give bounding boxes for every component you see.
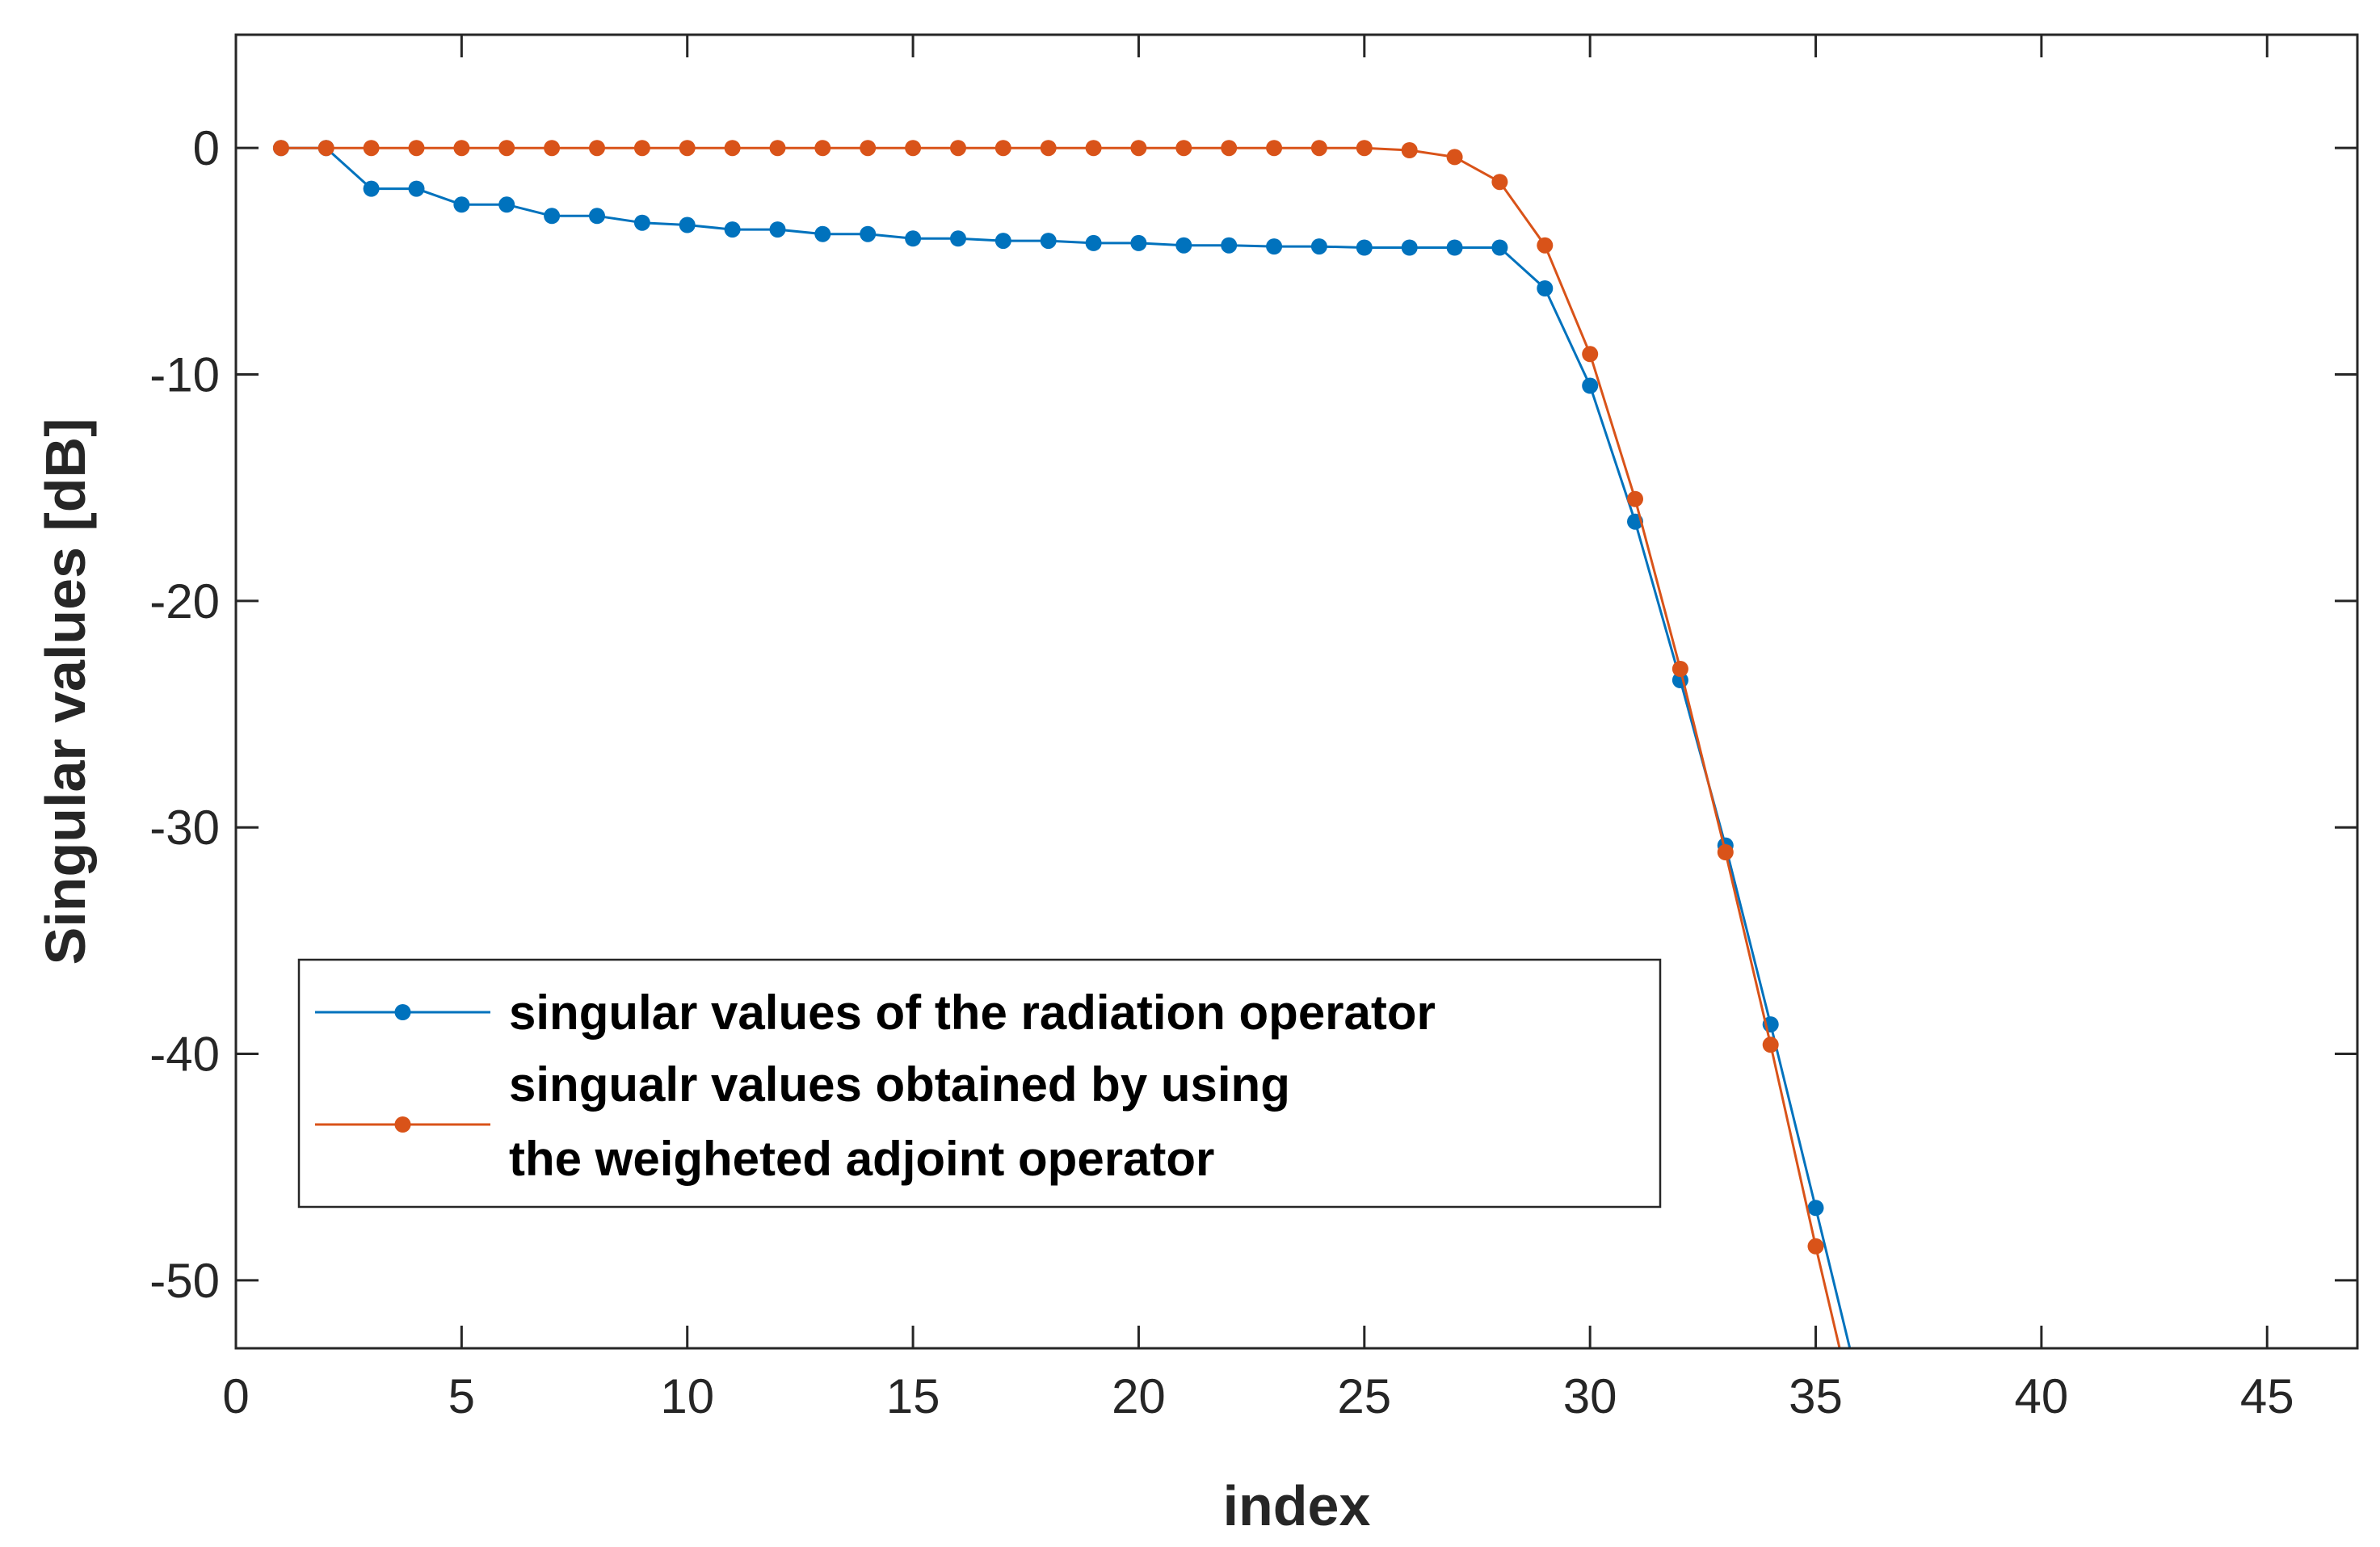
series-2-point xyxy=(272,140,289,157)
series-2-point xyxy=(1401,142,1418,158)
legend-label-series-2: singualr values obtained by using xyxy=(509,1057,1290,1112)
series-2-point xyxy=(1627,490,1643,507)
series-1-point xyxy=(544,208,561,225)
x-tick-label: 40 xyxy=(2015,1369,2069,1423)
series-2-point xyxy=(453,140,470,157)
legend-marker-series-2 xyxy=(394,1116,411,1133)
series-1-point xyxy=(950,230,966,247)
series-1-point xyxy=(724,221,741,238)
series-2-point xyxy=(1085,140,1102,157)
x-tick-label: 30 xyxy=(1563,1369,1617,1423)
legend-label-series-1: singular values of the radiation operato… xyxy=(509,986,1436,1040)
series-2-point xyxy=(1310,140,1327,157)
x-tick-label: 10 xyxy=(660,1369,714,1423)
series-1-point xyxy=(589,208,605,225)
series-1-point xyxy=(1356,239,1373,256)
y-tick-label: 0 xyxy=(193,121,220,175)
series-1-point xyxy=(633,214,650,231)
tick-layer: 0 5 10 15 20 25 30 35 40 45 0 -10 -20 -30 -40 -50 xyxy=(149,35,2357,1423)
series-2-point xyxy=(905,140,922,157)
series-1-point xyxy=(363,180,380,197)
series-1-point xyxy=(1537,280,1554,296)
series-2-point xyxy=(544,140,561,157)
series-1-point xyxy=(814,225,831,242)
series-1-point xyxy=(1040,233,1057,250)
series-2-point xyxy=(1671,661,1688,677)
series-1-point xyxy=(1221,237,1238,254)
series-1-point xyxy=(905,230,922,247)
series-1-point xyxy=(1310,238,1327,255)
series-1-point xyxy=(1085,234,1102,251)
series-1-point xyxy=(1807,1200,1824,1217)
series-1-point xyxy=(498,196,515,213)
series-1-point xyxy=(453,196,470,213)
y-tick-label: -50 xyxy=(149,1254,220,1308)
series-2-point xyxy=(1491,174,1508,191)
x-tick-label: 0 xyxy=(222,1369,249,1423)
series-2-point xyxy=(994,140,1011,157)
series-2-point xyxy=(1582,346,1599,363)
series-2-point xyxy=(633,140,650,157)
series-2-point xyxy=(1175,140,1192,157)
series-2-point xyxy=(860,140,877,157)
y-tick-label: -30 xyxy=(149,801,220,855)
series-2-point xyxy=(814,140,831,157)
series-2-point xyxy=(1130,140,1147,157)
series-2-point xyxy=(1446,149,1463,166)
y-tick-label: -40 xyxy=(149,1028,220,1082)
series-1-point xyxy=(679,216,696,233)
series-2-point xyxy=(1717,844,1734,860)
series-2-point xyxy=(1266,140,1283,157)
series-1-point xyxy=(1266,238,1283,255)
x-tick-label: 35 xyxy=(1789,1369,1843,1423)
y-tick-label: -20 xyxy=(149,574,220,628)
series-2-point xyxy=(363,140,380,157)
x-tick-label: 45 xyxy=(2240,1369,2294,1423)
series-2-point xyxy=(408,140,425,157)
series-2-point xyxy=(589,140,605,157)
series-1-point xyxy=(1446,239,1463,256)
series-1-point xyxy=(1130,234,1147,251)
series-layer xyxy=(272,140,1852,1348)
series-1-point xyxy=(1582,377,1599,394)
x-axis-title: index xyxy=(1223,1474,1371,1537)
series-2-point xyxy=(498,140,515,157)
x-tick-label: 15 xyxy=(886,1369,940,1423)
series-1-point xyxy=(860,225,877,242)
series-2-point xyxy=(1537,237,1554,254)
x-tick-label: 5 xyxy=(448,1369,475,1423)
y-tick-label: -10 xyxy=(149,348,220,402)
axes-box xyxy=(234,33,2359,1350)
legend-box xyxy=(297,958,1662,1209)
series-1-point xyxy=(769,221,786,238)
legend-marker-series-1 xyxy=(394,1004,411,1020)
x-tick-label: 20 xyxy=(1112,1369,1166,1423)
series-2-point xyxy=(317,140,334,157)
legend: singular values of the radiation operato… xyxy=(297,958,1662,1209)
series-2-point xyxy=(1221,140,1238,157)
series-2-point xyxy=(679,140,696,157)
series-2 xyxy=(272,140,1841,1348)
series-1-point xyxy=(408,180,425,197)
y-axis-title: Singular values [dB] xyxy=(34,418,97,965)
series-2-point xyxy=(1807,1238,1824,1255)
x-tick-label: 25 xyxy=(1337,1369,1391,1423)
series-1-point xyxy=(994,233,1011,250)
series-2-point xyxy=(950,140,966,157)
series-1-point xyxy=(1401,239,1418,256)
series-2-point xyxy=(724,140,741,157)
series-2-point xyxy=(769,140,786,157)
series-2-point xyxy=(1356,140,1373,157)
series-1-point xyxy=(1175,237,1192,254)
legend-label-series-2: the weigheted adjoint operator xyxy=(509,1132,1214,1186)
series-2-point xyxy=(1762,1036,1779,1053)
series-1-point xyxy=(1491,239,1508,256)
series-2-point xyxy=(1040,140,1057,157)
